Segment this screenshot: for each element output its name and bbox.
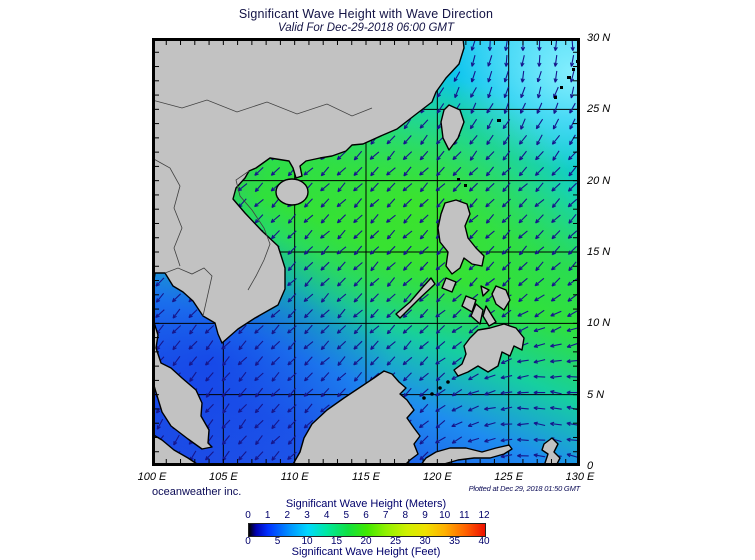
land-malay-peninsula [152, 315, 213, 450]
colorbar-meters-tick: 11 [459, 510, 470, 521]
land-masses [152, 38, 561, 466]
lon-tick-label: 100 E [137, 471, 167, 483]
colorbar-meters-tick: 0 [245, 510, 251, 521]
land-hainan [275, 178, 309, 206]
colorbar-meters-tick: 9 [422, 510, 428, 521]
lon-tick-label: 115 E [352, 471, 380, 483]
colorbar-meters-tick: 3 [304, 510, 310, 521]
colorbar-meters-tick: 8 [402, 510, 409, 521]
lon-tick-label: 130 E [565, 471, 595, 483]
map-frame [152, 38, 580, 466]
land-china-indochina [152, 38, 465, 344]
colorbar-feet-tick: 20 [360, 536, 372, 547]
colorbar-title-meters: Significant Wave Height (Meters) [285, 498, 447, 510]
credit-text: oceanweather inc. [152, 486, 242, 498]
land-cebu-bohol [482, 305, 497, 327]
plotted-timestamp: Plotted at Dec 29, 2018 01:50 GMT [468, 484, 581, 493]
colorbar-feet-tick: 0 [245, 536, 251, 547]
land-luzon [437, 199, 485, 275]
colorbar-feet-tick: 10 [301, 536, 313, 547]
colorbar-title-feet: Significant Wave Height (Feet) [291, 546, 441, 558]
chart-valid-time: Valid For Dec-29-2018 06:00 GMT [278, 22, 454, 34]
land-sulawesi [419, 444, 513, 466]
map-canvas [152, 38, 580, 466]
land-masbate [480, 285, 490, 297]
colorbar-meters-tick: 2 [284, 510, 291, 521]
lat-tick-label: 5 N [587, 388, 605, 401]
land-taiwan [440, 104, 465, 151]
lat-tick-label: 20 N [587, 174, 611, 187]
map-overlay-svg [152, 38, 580, 466]
lon-tick-label: 110 E [280, 471, 309, 483]
colorbar-meters-tick: 5 [343, 510, 350, 521]
lon-tick-label: 105 E [208, 471, 238, 483]
lat-tick-label: 30 N [587, 32, 611, 44]
chart-title-block: Significant Wave Height with Wave Direct… [152, 7, 580, 34]
lon-tick-label: 120 E [422, 471, 452, 483]
colorbar-feet-tick: 5 [274, 536, 281, 547]
land-sumatra [152, 433, 201, 466]
lat-tick-label: 25 N [587, 103, 611, 116]
land-samar-leyte [491, 285, 511, 311]
land-negros [470, 303, 484, 325]
wave-height-colorbar [248, 523, 486, 537]
colorbar-feet-tick: 30 [419, 536, 431, 547]
lat-tick-label: 0 [587, 460, 594, 472]
colorbar-meters-tick: 10 [439, 510, 451, 521]
colorbar-feet-tick: 40 [478, 536, 490, 547]
colorbar-meters-tick: 6 [363, 510, 369, 521]
lat-tick-label: 10 N [587, 317, 611, 330]
colorbar-meters-tick: 7 [382, 510, 389, 521]
colorbar-meters-tick: 1 [264, 510, 271, 521]
land-borneo [291, 370, 421, 466]
land-palawan [395, 277, 436, 319]
land-mindanao [453, 323, 525, 377]
lon-tick-label: 125 E [494, 471, 524, 483]
colorbar-feet-tick: 15 [330, 536, 343, 547]
lat-tick-label: 15 N [587, 246, 611, 258]
land-mindoro [441, 277, 457, 293]
colorbar-feet-tick: 35 [448, 536, 461, 547]
colorbar-meters-tick: 12 [478, 510, 490, 521]
land-halmahera [541, 437, 561, 466]
chart-title: Significant Wave Height with Wave Direct… [238, 7, 494, 21]
colorbar-meters-tick: 4 [323, 510, 330, 521]
country-borders [152, 99, 373, 317]
colorbar-feet-tick: 25 [389, 536, 402, 547]
